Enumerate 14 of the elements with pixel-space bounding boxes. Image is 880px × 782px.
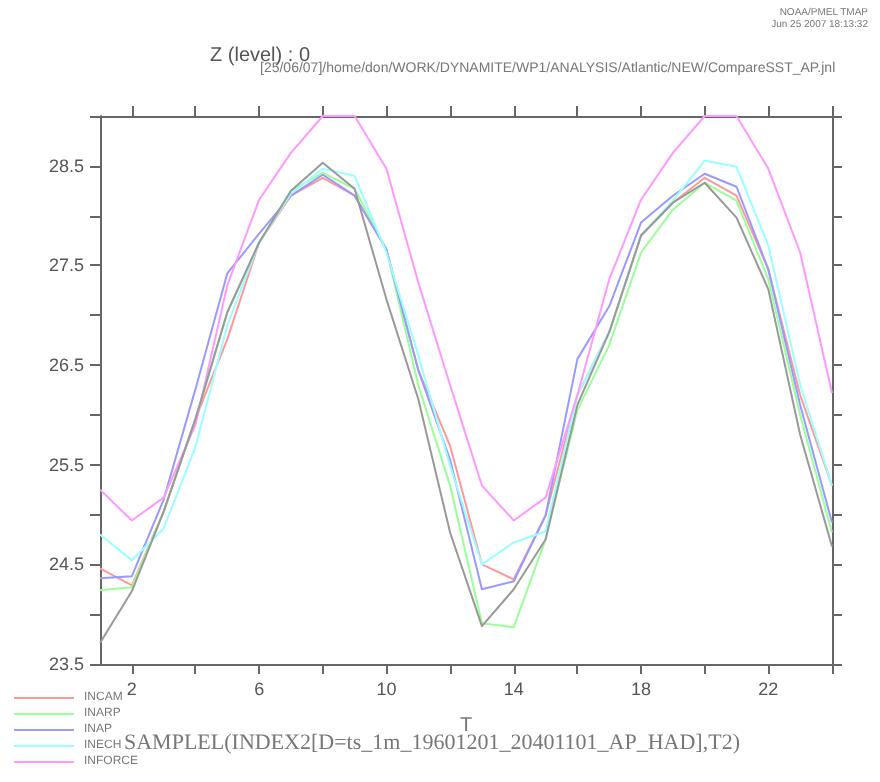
y-tick-label: 25.5: [48, 454, 84, 475]
x-tick-label: 14: [503, 679, 524, 699]
y-tick-label: 26.5: [48, 355, 84, 376]
y-tick-label: 27.5: [48, 255, 84, 276]
text: SAMPLEL(INDEX2[D=ts_1m_19601201_20401101_AP_HAD],T2): [124, 731, 741, 755]
y-tick-label: 24.5: [48, 554, 84, 575]
y-tick-label: 28.5: [48, 155, 84, 176]
x-axis-title: T: [459, 715, 473, 737]
x-tick-label: 18: [631, 679, 652, 699]
x-tick-label: 2: [126, 679, 137, 699]
x-tick-label: 10: [376, 679, 397, 699]
y-tick-label: 23.5: [48, 654, 84, 674]
x-tick-label: 6: [254, 679, 265, 699]
x-tick-label: 22: [758, 679, 779, 699]
